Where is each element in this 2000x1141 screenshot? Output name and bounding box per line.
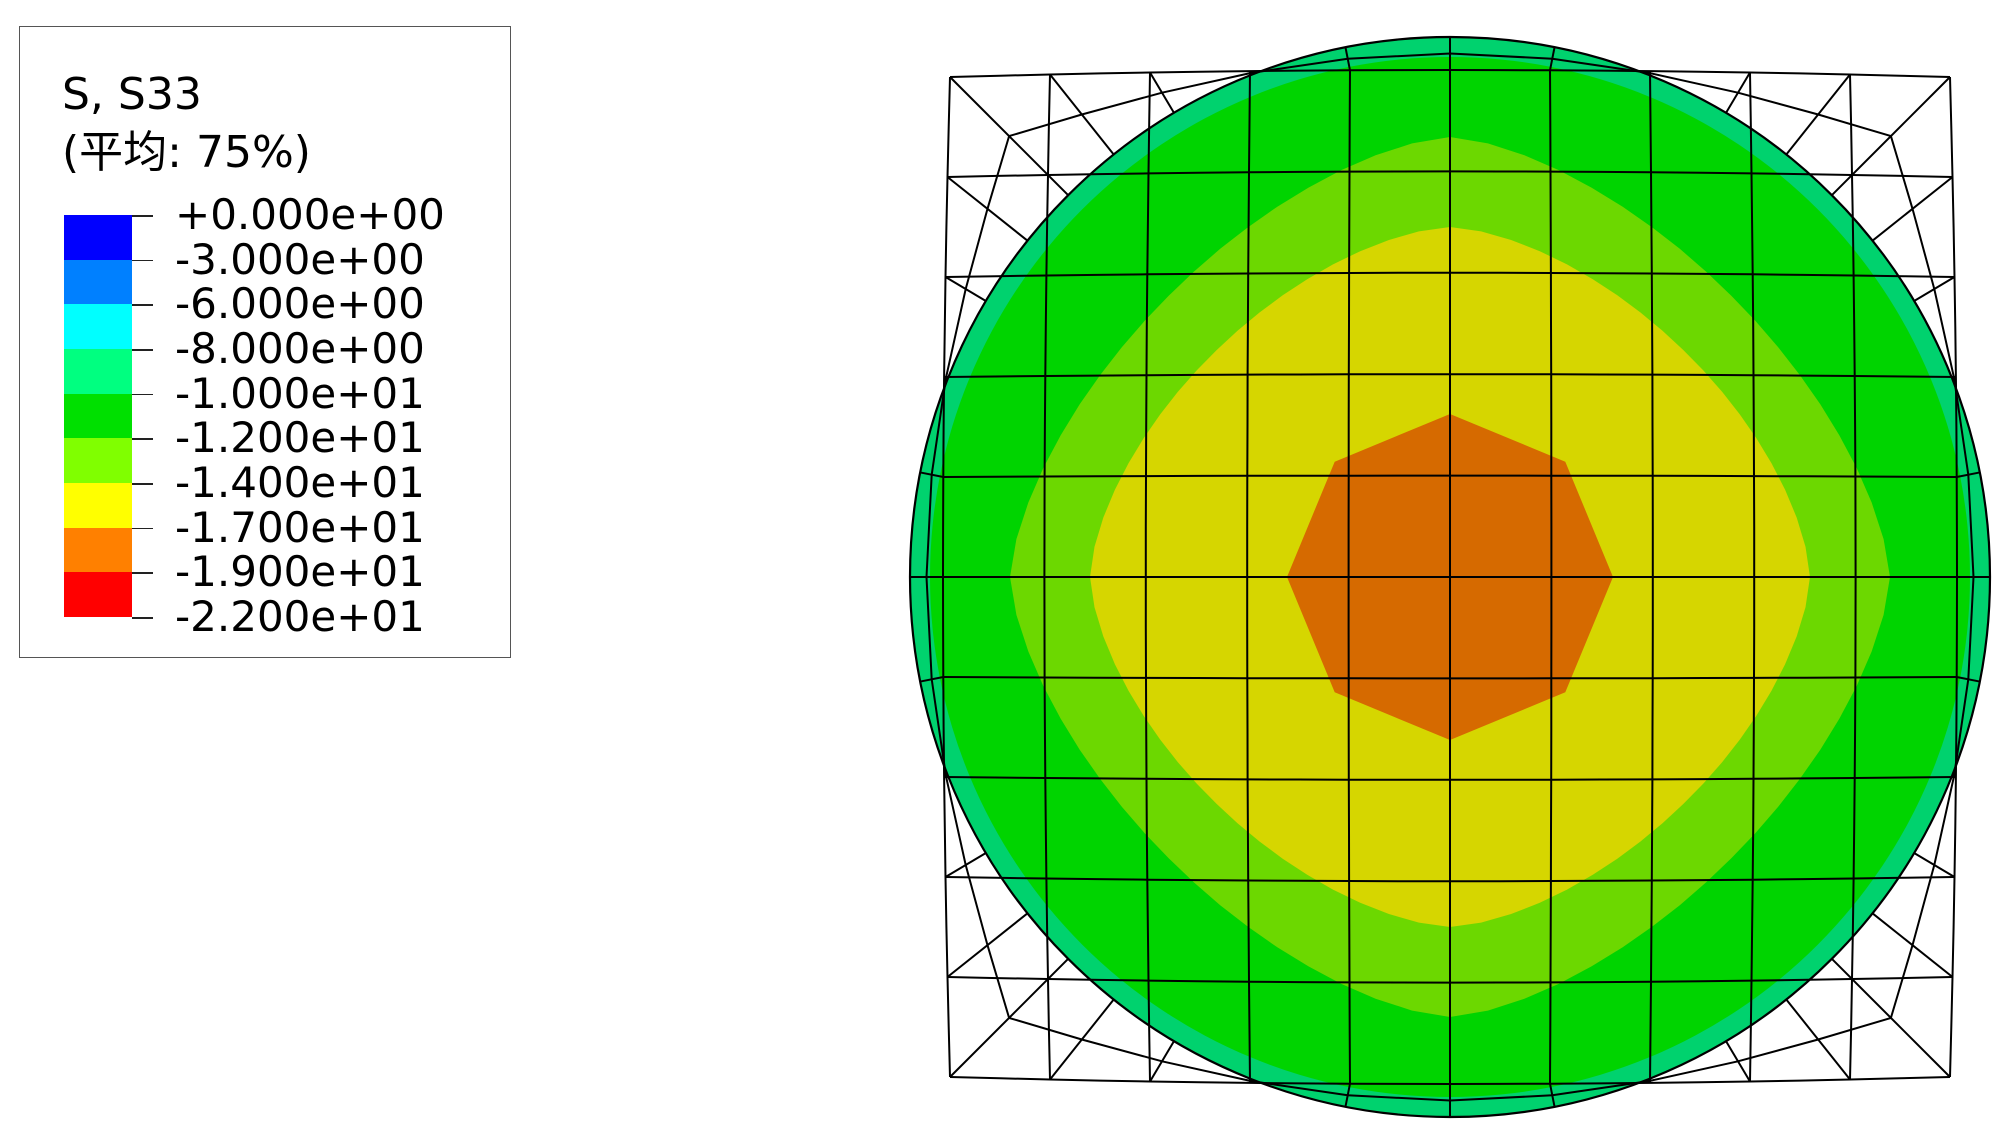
legend-tick [132, 304, 153, 306]
legend-label: +0.000e+00 [175, 190, 445, 239]
legend-swatch-5 [64, 393, 132, 439]
legend-tick [132, 617, 153, 619]
legend-tick [132, 527, 153, 530]
legend-label: -1.700e+01 [175, 502, 425, 552]
legend-swatch-6 [64, 438, 132, 483]
contour-legend: S, S33 (平均: 75%) +0.000e+00 -3.000e+00 -… [19, 26, 511, 658]
legend-label: -1.200e+01 [175, 413, 425, 463]
mesh-edge [947, 170, 1953, 178]
mesh-edge [925, 52, 1975, 1102]
legend-label: -1.400e+01 [175, 458, 425, 507]
legend-title: S, S33 [62, 69, 202, 120]
legend-tick [132, 438, 153, 440]
legend-swatch-2 [64, 259, 132, 305]
legend-tick [132, 215, 153, 217]
mesh-edge [949, 76, 1069, 196]
mesh-edge [944, 373, 1956, 378]
legend-label: -6.000e+00 [175, 279, 425, 329]
disk-outline [908, 35, 1992, 1119]
mesh-edge [947, 976, 1953, 984]
element-mesh [910, 37, 1990, 1117]
legend-tick [132, 259, 153, 262]
mesh-edge [945, 271, 1955, 278]
legend-tick [132, 572, 153, 574]
legend-color-bar [64, 215, 132, 617]
legend-swatch-4 [64, 349, 132, 394]
mesh-edge [945, 876, 1955, 883]
legend-swatch-3 [64, 304, 132, 349]
mesh-edge [944, 776, 1956, 781]
legend-tick [132, 393, 153, 396]
legend-label: -2.200e+01 [175, 592, 425, 641]
legend-label: -1.900e+01 [175, 547, 425, 597]
mesh-edge [943, 474, 1957, 478]
legend-subtitle: (平均: 75%) [62, 127, 311, 178]
legend-swatch-1 [64, 215, 132, 260]
legend-swatch-7 [64, 483, 132, 528]
legend-swatch-8 [64, 527, 132, 573]
legend-swatch-9 [64, 572, 132, 617]
legend-tick [132, 483, 153, 485]
legend-tick [132, 349, 153, 351]
legend-label: -1.000e+01 [175, 368, 425, 418]
legend-label: -8.000e+00 [175, 324, 425, 373]
mesh-edge [943, 676, 1957, 680]
legend-label: -3.000e+00 [175, 234, 425, 284]
